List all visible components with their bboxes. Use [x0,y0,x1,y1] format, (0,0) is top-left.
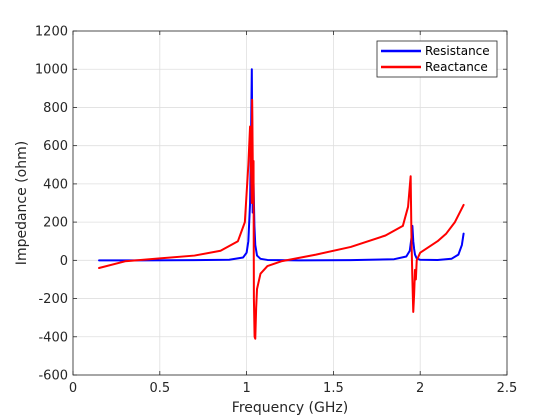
y-tick-label: 1000 [35,63,68,78]
series-line-reactance [98,98,465,340]
legend-box [376,40,498,78]
legend-label-reactance: Reactance [425,60,488,74]
y-axis-label: Impedance (ohm) [14,141,30,265]
y-tick-label: 400 [43,177,68,192]
axes-box [72,30,508,376]
y-tick-label: 0 [60,254,68,269]
x-axis-label: Frequency (GHz) [232,400,348,416]
x-tick-label: 0 [69,381,77,396]
x-tick-label: 1.5 [323,381,344,396]
legend-label-resistance: Resistance [425,44,490,58]
x-tick-label: 0.5 [149,381,170,396]
y-tick-label: 200 [43,216,68,231]
axis-ticks: 0 0.5 1 1.5 2 2.5 -600 -400 -200 0 200 400 600 800 100… [35,25,517,397]
y-tick-label: 800 [43,101,68,116]
y-tick-label: -400 [38,330,68,345]
y-tick-label: -600 [38,369,68,384]
plot-area [73,31,507,375]
x-tick-label: 1 [242,381,250,396]
y-tick-label: 1200 [35,25,68,40]
x-tick-label: 2.5 [497,381,518,396]
x-tick-label: 2 [416,381,424,396]
y-tick-label: 600 [43,139,68,154]
series-layer [98,68,465,340]
legend: Resistance Reactance [376,40,498,78]
y-tick-label: -200 [38,292,68,307]
